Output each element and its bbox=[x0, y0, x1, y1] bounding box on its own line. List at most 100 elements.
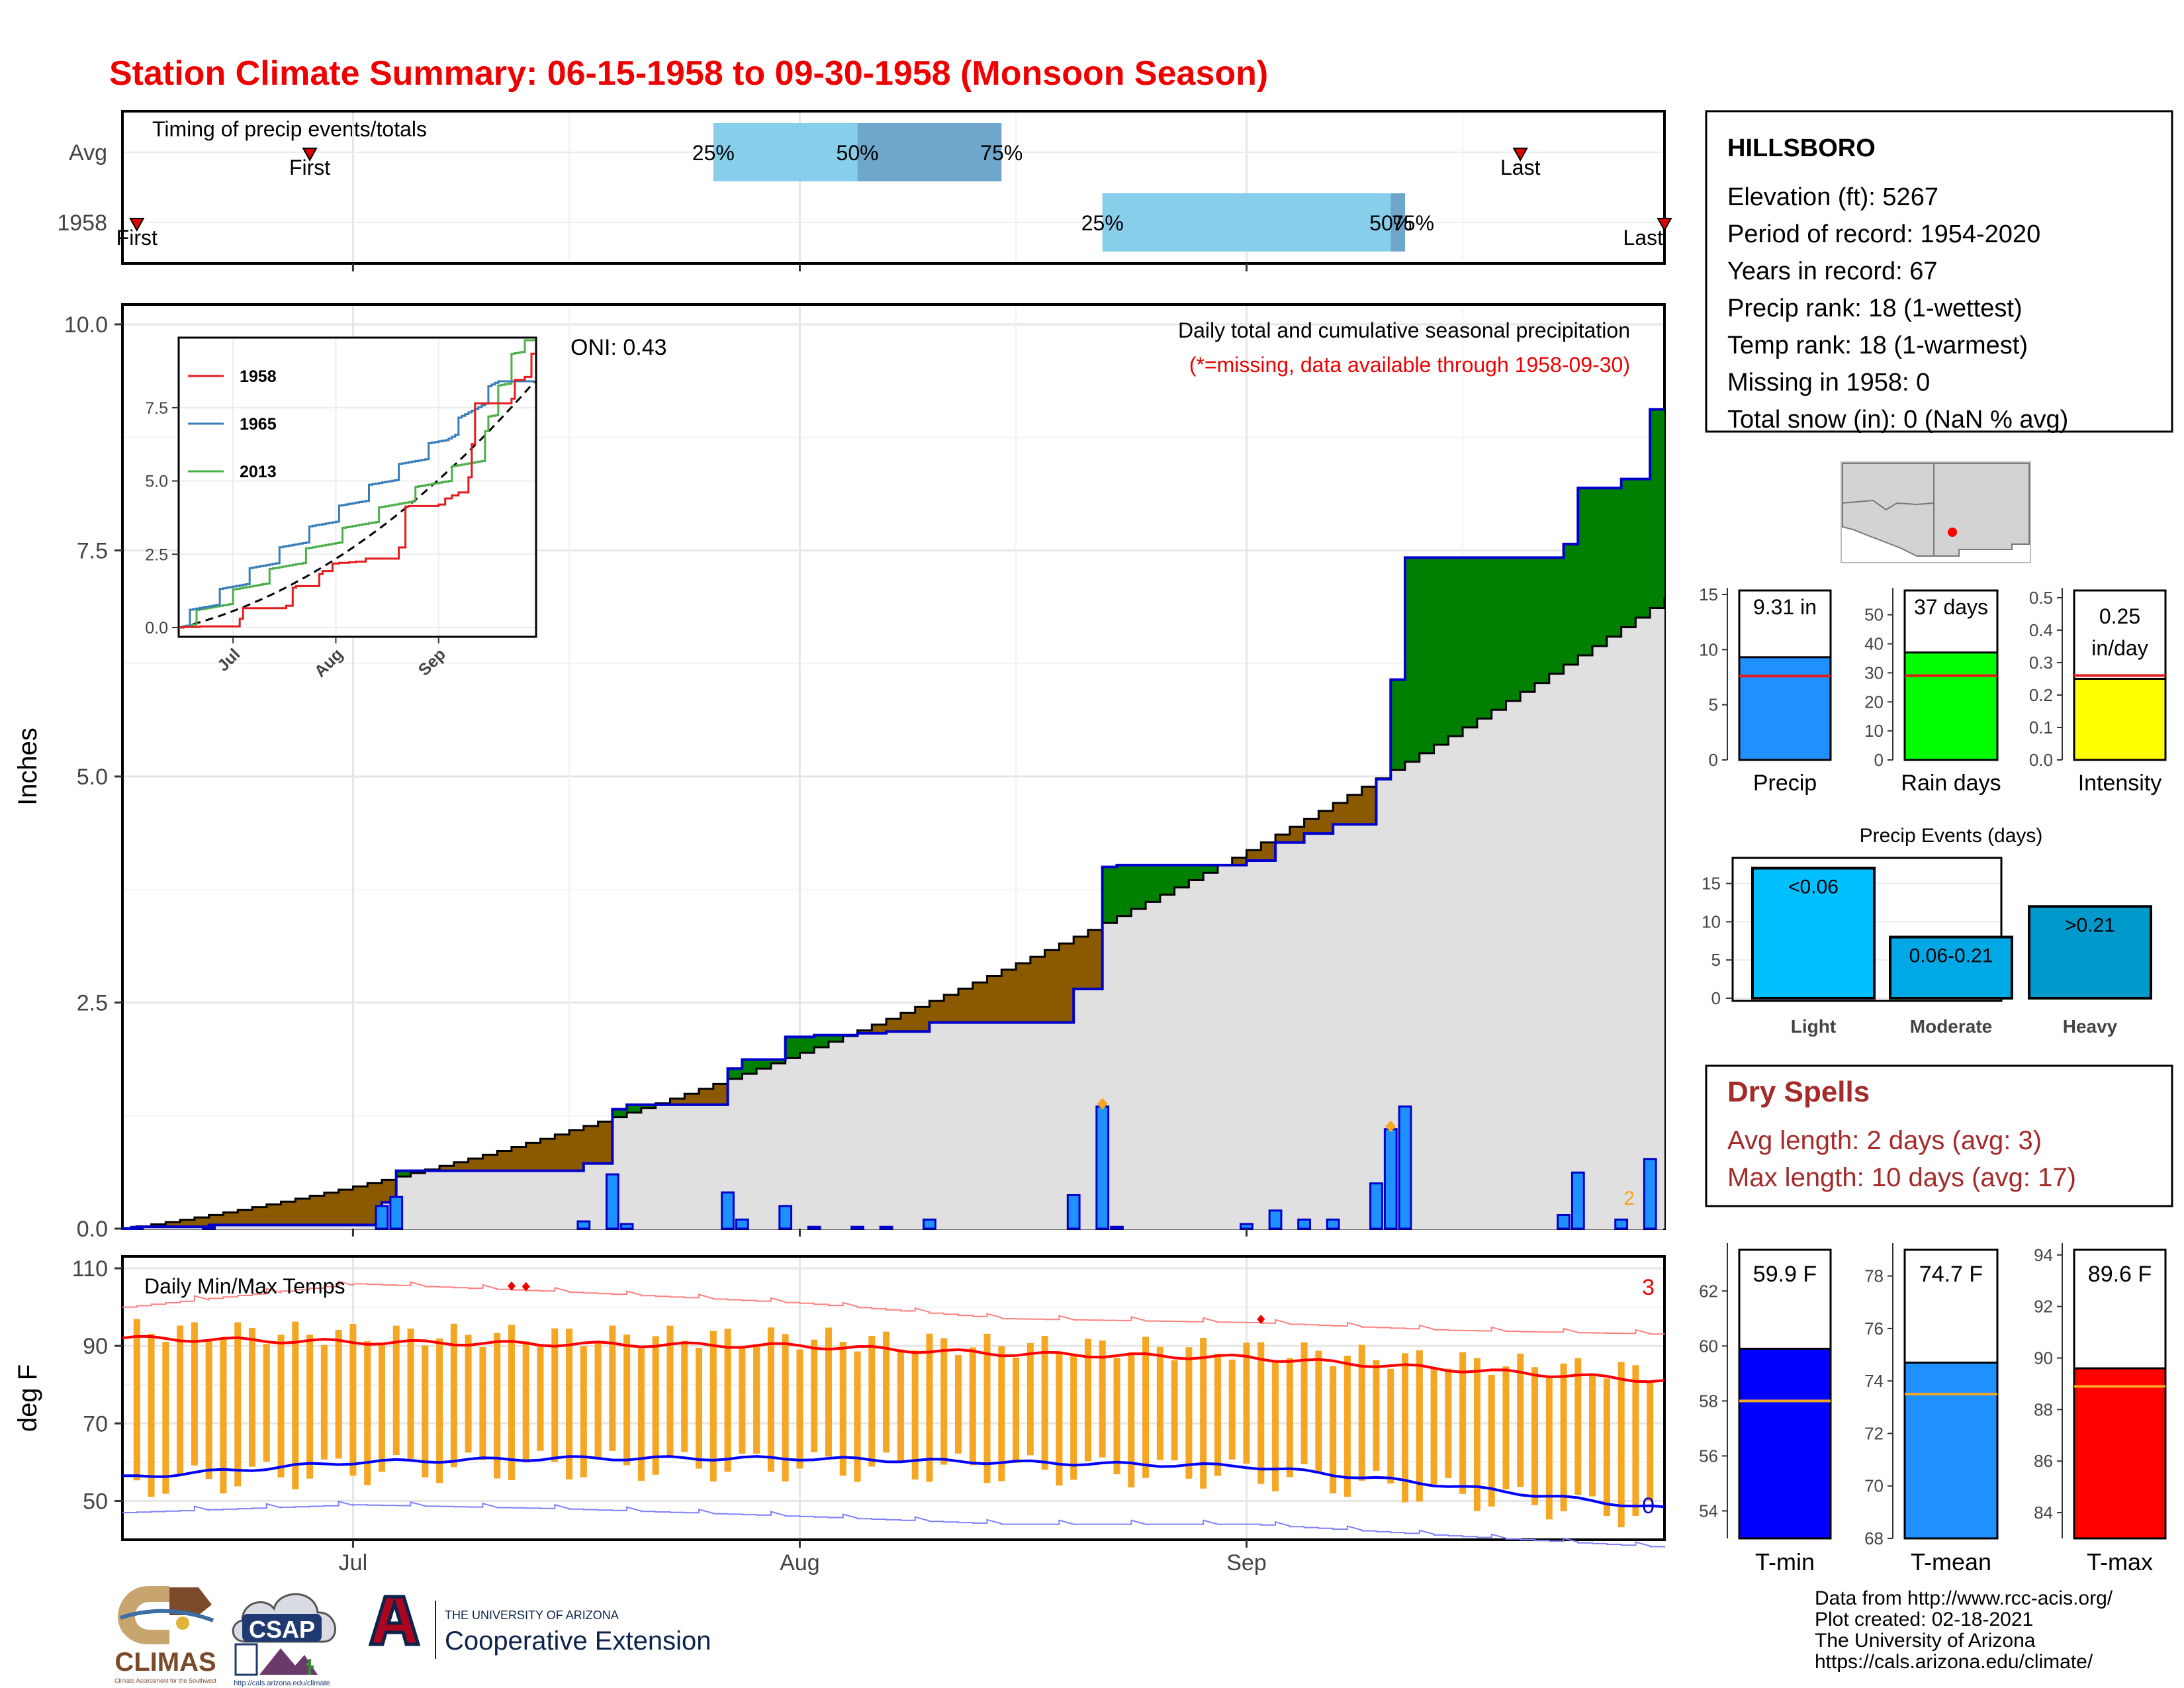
timing-row-label-year: 1958 bbox=[57, 211, 107, 236]
timing-bar-q25-q50 bbox=[713, 123, 858, 181]
timing-label-75: 75% bbox=[1392, 211, 1434, 235]
daily-temp-range-bar bbox=[883, 1331, 890, 1453]
daily-temp-range-bar bbox=[911, 1350, 919, 1480]
daily-temp-range-bar bbox=[1185, 1347, 1193, 1479]
daily-temp-range-bar bbox=[709, 1331, 717, 1482]
daily-temp-range-bar bbox=[1459, 1352, 1467, 1494]
page-title: Station Climate Summary: 06-15-1958 to 0… bbox=[109, 54, 1268, 93]
daily-temp-range-bar bbox=[623, 1335, 631, 1466]
daily-precip-bar bbox=[735, 1218, 749, 1230]
summary-bar-charts: 0 5 10 15 9.31 in Precip 0 10 20 30 40 50 37 days Rai… bbox=[1699, 585, 2167, 796]
daily-temp-range-bar bbox=[666, 1325, 674, 1456]
inset-legend-label: 1965 bbox=[240, 415, 277, 434]
daily-temp-range-bar bbox=[1300, 1342, 1308, 1464]
daily-temp-range-bar bbox=[998, 1346, 1005, 1481]
daily-temp-range-bar bbox=[1156, 1346, 1163, 1460]
temp-summary-1-y-tick-label: 74 bbox=[1864, 1371, 1884, 1391]
daily-precip-bar bbox=[1398, 1105, 1412, 1230]
summary-0-y-tick-label: 0 bbox=[1709, 750, 1718, 770]
daily-temp-range-bar bbox=[306, 1335, 314, 1479]
daily-precip-bar bbox=[1643, 1158, 1657, 1230]
precip-y-axis: 0.0 2.5 5.0 7.5 10.0 bbox=[64, 312, 122, 1242]
map-state-border bbox=[1842, 499, 1934, 511]
average-cumulative-line bbox=[122, 598, 1666, 1230]
daily-temp-range-bar bbox=[422, 1345, 429, 1477]
daily-precip-bar bbox=[1570, 1171, 1585, 1230]
timing-label-50: 50% bbox=[1369, 211, 1412, 235]
temp-count-low: 0 bbox=[1642, 1493, 1655, 1519]
temp-y-tick-label: 110 bbox=[72, 1256, 108, 1282]
temp-y-tick-label: 90 bbox=[83, 1334, 108, 1359]
summary-1-y-tick-label: 10 bbox=[1864, 721, 1884, 741]
temp-summary-0-y-tick-label: 58 bbox=[1699, 1391, 1718, 1411]
timing-bar-q25-q50 bbox=[1102, 193, 1391, 252]
events-category-label: Moderate bbox=[1910, 1016, 1992, 1037]
daily-temp-range-bar bbox=[522, 1341, 529, 1463]
summary-1-bar bbox=[1903, 651, 1999, 761]
daily-temp-range-bar bbox=[1430, 1368, 1437, 1485]
daily-temp-range-bar bbox=[940, 1338, 948, 1465]
record-high-marker-icon bbox=[507, 1281, 516, 1291]
daily-temp-range-bar bbox=[954, 1355, 962, 1454]
daily-temp-range-bar bbox=[767, 1327, 774, 1472]
temp-summary-2-bar bbox=[2073, 1367, 2167, 1540]
daily-temp-range-bar bbox=[594, 1341, 602, 1459]
daily-temp-range-bar bbox=[983, 1333, 991, 1483]
station-line: Period of record: 1954-2020 bbox=[1727, 220, 2040, 248]
deficit-area bbox=[122, 598, 1664, 1229]
first-label: First bbox=[289, 156, 330, 179]
station-name: HILLSBORO bbox=[1727, 134, 1876, 162]
daily-temp-range-bar bbox=[205, 1340, 212, 1479]
summary-2-bar bbox=[2073, 677, 2167, 761]
daily-temp-range-bar bbox=[1099, 1340, 1106, 1458]
precip-y-label: Inches bbox=[13, 727, 42, 806]
record-high-marker-icon bbox=[1257, 1314, 1265, 1324]
station-line: Precip rank: 18 (1-wettest) bbox=[1727, 295, 2023, 322]
daily-temp-range-bar bbox=[1330, 1366, 1337, 1494]
daily-temp-range-bar bbox=[133, 1319, 140, 1481]
summary-1-y-tick-label: 50 bbox=[1864, 605, 1884, 625]
temp-y-label: deg F bbox=[13, 1364, 42, 1432]
daily-temp-range-bar bbox=[320, 1344, 328, 1460]
summary-2-y-tick-label: 0.1 bbox=[2029, 718, 2053, 737]
timing-panel: Timing of precip events/totals Avg 1958 … bbox=[57, 110, 1672, 271]
summary-2-y-tick-label: 0.3 bbox=[2029, 653, 2053, 673]
daily-temp-range-bar bbox=[1228, 1359, 1236, 1460]
x-axis: Jul Aug Sep bbox=[339, 1229, 1267, 1575]
daily-temp-range-bar bbox=[868, 1336, 876, 1467]
daily-temp-range-bar bbox=[248, 1328, 255, 1467]
daily-temp-range-bar bbox=[1026, 1342, 1034, 1456]
daily-temp-range-bar bbox=[1128, 1352, 1135, 1487]
summary-axis-label: Precip bbox=[1753, 771, 1817, 796]
daily-temp-range-bar bbox=[1632, 1365, 1639, 1516]
events-bar-label: <0.06 bbox=[1788, 876, 1839, 898]
record-daily-marker-icon bbox=[1097, 1098, 1108, 1110]
csap-logo: CSAP http://cals.arizona.edu/climate bbox=[232, 1593, 336, 1687]
daily-temp-range-bar bbox=[551, 1328, 559, 1462]
climas-logo: CLIMAS Climate Assessment for the Southw… bbox=[114, 1586, 217, 1684]
daily-temp-range-bar bbox=[1647, 1382, 1654, 1501]
first-label: First bbox=[116, 226, 158, 250]
daily-temp-range-bar bbox=[580, 1346, 587, 1477]
daily-precip-bar bbox=[375, 1205, 389, 1230]
daily-temp-range-bar bbox=[1416, 1350, 1423, 1502]
temp-summary-0-y-tick-label: 56 bbox=[1699, 1446, 1718, 1466]
timing-row-label-avg: Avg bbox=[69, 140, 107, 165]
daily-temp-range-bar bbox=[177, 1325, 184, 1475]
footer-credits: Data from http://www.rcc-acis.org/ Plot … bbox=[1815, 1587, 2113, 1673]
daily-temp-range-bar bbox=[537, 1345, 544, 1451]
events-category-label: Light bbox=[1791, 1016, 1836, 1037]
daily-precip-bar bbox=[576, 1220, 591, 1230]
inset-lines bbox=[179, 339, 536, 629]
temp-summary-1-y-tick-label: 70 bbox=[1864, 1476, 1884, 1496]
daily-precip-bar bbox=[1240, 1223, 1253, 1230]
daily-precip-bar bbox=[605, 1173, 619, 1230]
inset-y-tick-label: 2.5 bbox=[145, 545, 168, 564]
precip-cumulative-areas bbox=[122, 408, 1666, 1230]
temp-summary-2-y-tick-label: 86 bbox=[2034, 1451, 2053, 1471]
summary-1-y-tick-label: 40 bbox=[1864, 634, 1884, 654]
events-bar-label: >0.21 bbox=[2065, 914, 2115, 936]
daily-temp-range-bar bbox=[796, 1349, 803, 1469]
daily-precip-bar bbox=[1557, 1214, 1570, 1230]
